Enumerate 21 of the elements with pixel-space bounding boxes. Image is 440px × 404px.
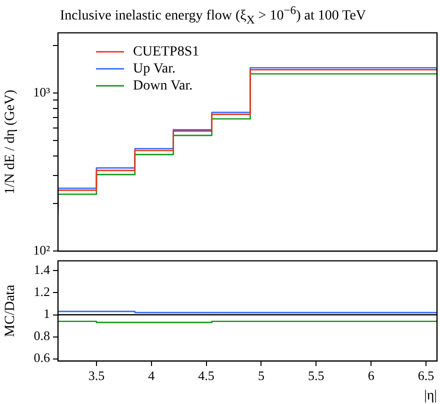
- x-tick-label: 5.5: [308, 368, 324, 384]
- y-tick-label: 10³: [33, 84, 50, 100]
- y-tick-label: 1: [44, 306, 50, 322]
- legend-label: Up Var.: [133, 61, 176, 76]
- x-tick-label: 4.5: [198, 368, 214, 384]
- y-tick-label: 10²: [33, 242, 50, 258]
- y-axis-title: 1/N dE / dη (GeV): [3, 89, 18, 194]
- legend-label: Down Var.: [133, 78, 193, 94]
- legend-label: CUETP8S1: [133, 44, 200, 60]
- x-tick-label: 6.5: [418, 368, 434, 384]
- chart-title: Inclusive inelastic energy flow (ξ$_{X}$ > 10$^{−6}$) at 100 TeV: [59, 3, 368, 26]
- y-tick-label: 0.6: [34, 350, 50, 366]
- x-tick-label: 6: [368, 368, 375, 384]
- x-axis-title: |η|: [424, 388, 437, 404]
- x-tick-label: 3.5: [88, 368, 105, 384]
- x-tick-label: 4: [148, 368, 156, 384]
- y-tick-label: 1.4: [34, 262, 50, 278]
- x-tick-label: 5: [258, 368, 264, 384]
- y-tick-label: 1.2: [34, 284, 50, 300]
- y-tick-label: 0.8: [34, 328, 50, 344]
- y-axis-title: MC/Data: [3, 284, 18, 337]
